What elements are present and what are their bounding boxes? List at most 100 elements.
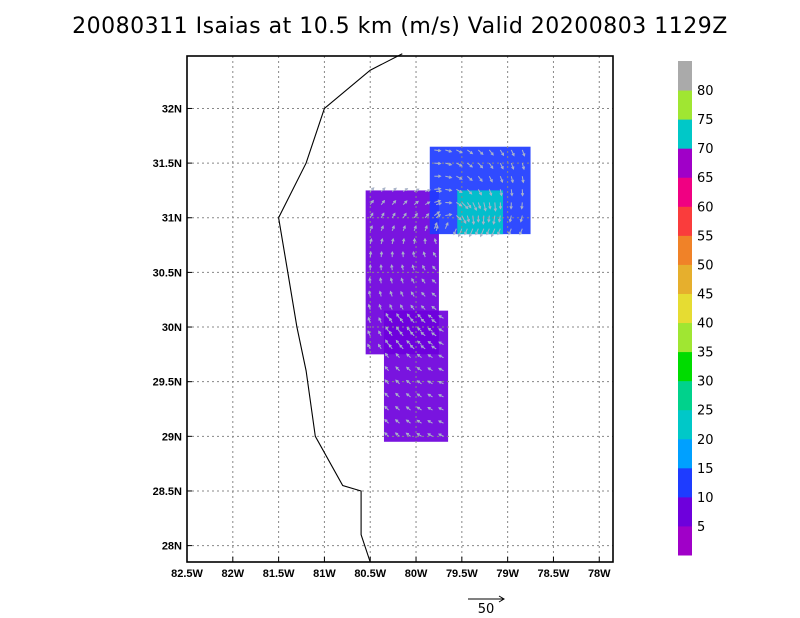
wind-vector (461, 215, 467, 224)
wind-vector-head (479, 178, 483, 183)
wind-vector-head (468, 191, 473, 195)
wind-vector-head (411, 264, 415, 269)
wind-vector-head (384, 392, 388, 396)
wind-vector-head (510, 179, 514, 184)
wind-vector-head (427, 341, 431, 345)
wind-vector-head (426, 201, 431, 205)
wind-vector-head (389, 277, 394, 282)
wind-vector-head (399, 344, 403, 348)
wind-vector-head (384, 432, 388, 436)
wind-region-3 (457, 190, 504, 235)
wind-vector-head (427, 327, 432, 331)
wind-vector-head (410, 291, 414, 295)
wind-vector-head (432, 265, 436, 270)
wind-vector-head (378, 303, 382, 308)
colorbar-label: 25 (697, 404, 714, 419)
colorbar-label: 35 (697, 346, 714, 361)
y-tick-label: 31.5N (153, 158, 182, 170)
wind-vector-head (385, 339, 389, 343)
x-tick-label: 79W (496, 568, 519, 580)
wind-vector (472, 202, 477, 211)
wind-vector-head (520, 206, 524, 210)
wind-vector-head (380, 237, 384, 242)
wind-vector-head (389, 317, 393, 321)
wind-vector-head (391, 237, 395, 242)
wind-vector-head (395, 326, 400, 330)
wind-vector-head (416, 353, 421, 358)
colorbar-label: 50 (697, 258, 714, 273)
wind-vector-head (521, 179, 525, 184)
wind-vector-head (416, 380, 421, 384)
colorbar-bin (678, 148, 692, 178)
wind-vector-head (510, 192, 514, 197)
wind-vector-head (430, 345, 435, 349)
wind-vector-head (481, 221, 486, 225)
wind-vector-head (509, 206, 513, 210)
wind-vector-head (459, 163, 463, 167)
wind-vector-head (438, 202, 443, 206)
y-tick-label: 29N (162, 431, 182, 443)
y-tick-label: 28.5N (153, 486, 182, 498)
wind-vector-head (416, 188, 420, 192)
wind-vector-head (438, 420, 442, 424)
wind-vector-head (422, 251, 426, 255)
colorbar-label: 80 (697, 84, 714, 99)
wind-vector-head (431, 319, 435, 323)
wind-vector-head (469, 151, 474, 155)
wind-vector-head (519, 231, 523, 236)
wind-vector-head (508, 218, 513, 223)
y-tick-label: 30N (162, 322, 182, 334)
wind-vector-head (406, 353, 410, 357)
colorbar-label: 30 (697, 375, 714, 390)
wind-vector-head (500, 179, 504, 184)
wind-vector-head (390, 250, 394, 255)
x-tick-label: 81W (313, 568, 336, 580)
colorbar-bin (678, 235, 692, 265)
wind-vector-head (508, 231, 512, 236)
x-tick-label: 78W (588, 568, 611, 580)
wind-vector-head (405, 379, 410, 384)
wind-vector-head (394, 432, 399, 436)
wind-vector-head (415, 200, 419, 204)
wind-vector-head (369, 238, 373, 242)
wind-vector-head (519, 218, 523, 223)
wind-vector-head (438, 315, 442, 319)
wind-vector-head (427, 380, 431, 384)
wind-vector-head (416, 340, 421, 344)
wind-vector-head (394, 405, 399, 410)
colorbar-label: 55 (697, 229, 714, 244)
wind-vector-head (395, 339, 399, 344)
wind-vector-head (405, 366, 410, 370)
wind-vector-head (520, 192, 525, 197)
wind-vector-head (368, 250, 373, 255)
colorbar-label: 40 (697, 317, 714, 332)
colorbar-bin (678, 177, 692, 207)
colorbar-bin (678, 264, 692, 294)
wind-vector-head (464, 231, 468, 236)
wind-vector-head (475, 231, 479, 236)
colorbar-label: 75 (697, 113, 714, 128)
wind-vector-head (522, 153, 526, 157)
wind-vector-head (490, 165, 494, 170)
wind-vector-head (448, 175, 453, 179)
wind-vector-head (400, 304, 404, 308)
wind-vector-head (468, 204, 472, 209)
colorbar-bin (678, 293, 692, 324)
wind-vector-head (425, 213, 430, 217)
wind-vector-head (405, 393, 410, 397)
colorbar-bin (678, 322, 692, 353)
wind-vector-head (471, 221, 476, 225)
wind-vector-head (367, 303, 371, 308)
wind-vector-head (448, 149, 453, 153)
wind-vector-head (463, 220, 467, 224)
x-tick-label: 79.5W (446, 568, 478, 580)
wind-vector-head (445, 222, 449, 226)
x-tick-label: 82.5W (171, 568, 203, 580)
wind-vector-head (466, 218, 470, 223)
wind-vector-head (416, 367, 421, 371)
wind-vector-head (483, 208, 487, 212)
wind-vector-head (409, 344, 414, 348)
wind-vector-head (389, 290, 393, 295)
wind-vector-head (477, 205, 482, 210)
colorbar-bin (678, 525, 692, 556)
